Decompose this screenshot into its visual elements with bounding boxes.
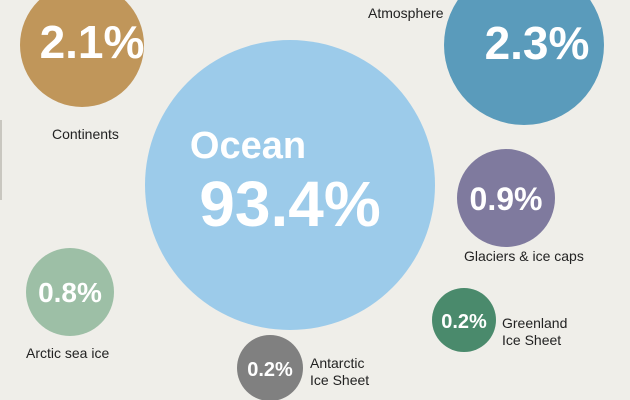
bubble-atmosphere bbox=[444, 0, 604, 125]
value-label-atmosphere: 2.3% bbox=[485, 17, 590, 69]
bubble-ocean bbox=[145, 40, 435, 330]
bubble-glaciers bbox=[457, 149, 555, 247]
label-antarctic: Antarctic Ice Sheet bbox=[310, 355, 369, 389]
value-label-greenland: 0.2% bbox=[441, 311, 487, 333]
label-greenland-line1: Greenland bbox=[502, 315, 568, 331]
label-continents: Continents bbox=[52, 126, 119, 142]
label-antarctic-line1: Antarctic bbox=[310, 355, 365, 371]
value-label-continents: 2.1% bbox=[40, 16, 145, 68]
bubble-continents bbox=[20, 0, 144, 107]
value-label-ocean: 93.4% bbox=[199, 168, 380, 240]
label-arctic: Arctic sea ice bbox=[26, 345, 110, 361]
label-antarctic-line2: Ice Sheet bbox=[310, 372, 370, 388]
label-glaciers: Glaciers & ice caps bbox=[464, 248, 584, 264]
ocean-name-label: Ocean bbox=[190, 125, 306, 167]
label-atmosphere: Atmosphere bbox=[368, 5, 444, 21]
bubble-antarctic bbox=[237, 335, 303, 400]
bubble-arctic bbox=[26, 248, 114, 336]
left-edge-divider bbox=[0, 120, 2, 200]
value-label-antarctic: 0.2% bbox=[247, 359, 293, 381]
label-greenland-line2: Ice Sheet bbox=[502, 332, 562, 348]
bubble-greenland bbox=[432, 288, 496, 352]
value-label-glaciers: 0.9% bbox=[470, 181, 543, 217]
label-greenland: Greenland Ice Sheet bbox=[502, 315, 567, 349]
value-label-arctic: 0.8% bbox=[38, 277, 102, 308]
